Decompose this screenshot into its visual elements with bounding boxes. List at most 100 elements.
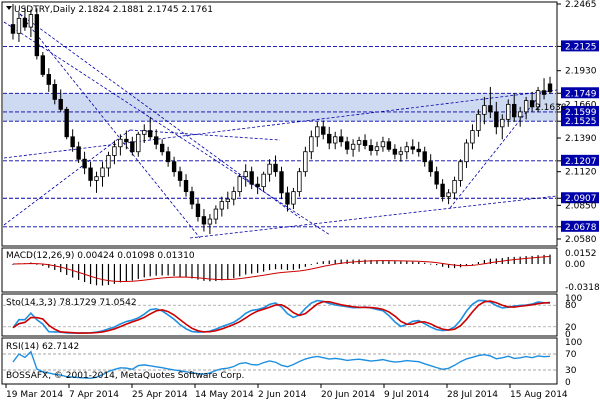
- candle-2: [22, 7, 28, 31]
- candle-10: [70, 129, 75, 152]
- macd-bar-61: [376, 260, 378, 264]
- rsi-axis: 100 70 30 0: [565, 338, 582, 388]
- candle-1: [16, 12, 22, 43]
- macd-bar-14: [95, 264, 98, 286]
- macd-bar-25: [161, 264, 163, 276]
- stoch-tick-2: 20: [565, 323, 577, 333]
- rsi-line: [12, 350, 551, 379]
- macd-bar-20: [131, 264, 133, 281]
- candle-41: [255, 176, 260, 195]
- stoch-tick-0: 100: [565, 294, 582, 304]
- level-tag-bg-3: [561, 87, 599, 99]
- candle-43: [267, 159, 272, 182]
- candle-53: [327, 126, 332, 150]
- macd-bar-60: [370, 260, 372, 264]
- macd-bar-31: [197, 264, 199, 280]
- candle-21: [136, 131, 141, 157]
- macd-indicator: [12, 254, 551, 286]
- macd-bar-87: [531, 255, 533, 264]
- level-tag-bg-8: [561, 154, 599, 166]
- macd-bar-12: [83, 264, 86, 283]
- candle-23: [148, 116, 153, 140]
- macd-bar-34: [215, 264, 217, 282]
- candle-72: [440, 179, 445, 202]
- level-lines: [3, 45, 556, 228]
- candle-35: [219, 196, 225, 217]
- macd-bar-68: [418, 262, 420, 264]
- candle-32: [201, 209, 207, 232]
- macd-bar-77: [471, 264, 474, 265]
- macd-bar-7: [54, 264, 56, 271]
- macd-bar-89: [543, 254, 545, 264]
- candle-88: [535, 86, 541, 112]
- candle-50: [309, 130, 314, 160]
- level-tag-8: 2.1207: [565, 157, 597, 167]
- macd-bar-44: [274, 264, 277, 270]
- candle-56: [344, 136, 350, 155]
- macd-bar-30: [191, 264, 193, 279]
- stoch-tick-1: 80: [565, 301, 577, 311]
- macd-bar-46: [286, 264, 289, 270]
- macd-bar-26: [167, 264, 169, 276]
- macd-bar-16: [107, 264, 110, 285]
- candle-82: [500, 114, 505, 140]
- macd-signal-line: [12, 255, 551, 283]
- candle-65: [398, 146, 404, 162]
- copyright: BOSSAFX, © 2001-2014, MetaQuotes Softwar…: [6, 371, 244, 381]
- macd-bar-62: [382, 260, 384, 264]
- zone-label: 2.1638: [535, 103, 567, 113]
- candle-27: [171, 156, 177, 177]
- macd-bar-8: [60, 264, 62, 273]
- candle-90: [547, 76, 553, 94]
- candle-8: [58, 89, 63, 112]
- macd-tick-0: 0.0152: [565, 249, 597, 259]
- macd-bar-0: [12, 264, 14, 265]
- candle-63: [386, 138, 392, 152]
- candle-77: [470, 124, 475, 150]
- trend-line-4: [3, 129, 131, 226]
- macd-bar-43: [268, 264, 271, 271]
- dropdown-triangle-icon[interactable]: [6, 6, 12, 10]
- time-label-8: 15 Aug 2014: [510, 390, 568, 400]
- macd-bar-80: [489, 258, 491, 264]
- candle-59: [362, 134, 368, 150]
- trend-line-8: [449, 94, 541, 209]
- price-tick-label-2: 2.1930: [565, 67, 597, 77]
- candle-84: [512, 93, 517, 122]
- rsi-indicator: [3, 350, 556, 379]
- time-axis: 19 Mar 2014 7 Apr 2014 25 Apr 2014 14 May 2…: [5, 384, 568, 400]
- candle-39: [243, 164, 248, 187]
- stochastic-indicator: [3, 299, 556, 334]
- price-tick-label-7: 2.1390: [565, 134, 597, 144]
- candle-6: [46, 68, 51, 92]
- macd-panel: [1, 247, 558, 293]
- time-label-6: 9 Jul 2014: [384, 390, 429, 400]
- trend-line-2: [19, 13, 201, 239]
- price-tick-label-9: 2.1120: [565, 168, 597, 178]
- macd-bar-88: [537, 255, 539, 264]
- candle-45: [279, 166, 284, 200]
- candle-80: [488, 86, 493, 119]
- candle-22: [142, 124, 147, 144]
- macd-bar-79: [483, 260, 485, 264]
- candle-28: [177, 166, 183, 187]
- macd-bar-4: [36, 263, 38, 265]
- candle-16: [106, 151, 111, 177]
- candle-13: [88, 161, 93, 187]
- macd-bar-21: [137, 264, 139, 279]
- macd-bar-56: [346, 259, 348, 264]
- macd-bar-15: [101, 264, 104, 286]
- candle-34: [213, 205, 219, 225]
- macd-bar-66: [406, 261, 408, 264]
- macd-bar-65: [400, 261, 402, 264]
- candle-18: [118, 134, 123, 156]
- candle-17: [112, 140, 117, 165]
- price-tick-label-4: 2.1660: [565, 100, 597, 110]
- macd-bar-5: [42, 264, 44, 266]
- time-label-2: 25 Apr 2014: [132, 390, 188, 400]
- macd-bar-6: [48, 264, 50, 268]
- level-tag-5: 2.1599: [565, 108, 597, 118]
- candle-70: [428, 154, 433, 177]
- level-tag-bg-10: [561, 192, 599, 204]
